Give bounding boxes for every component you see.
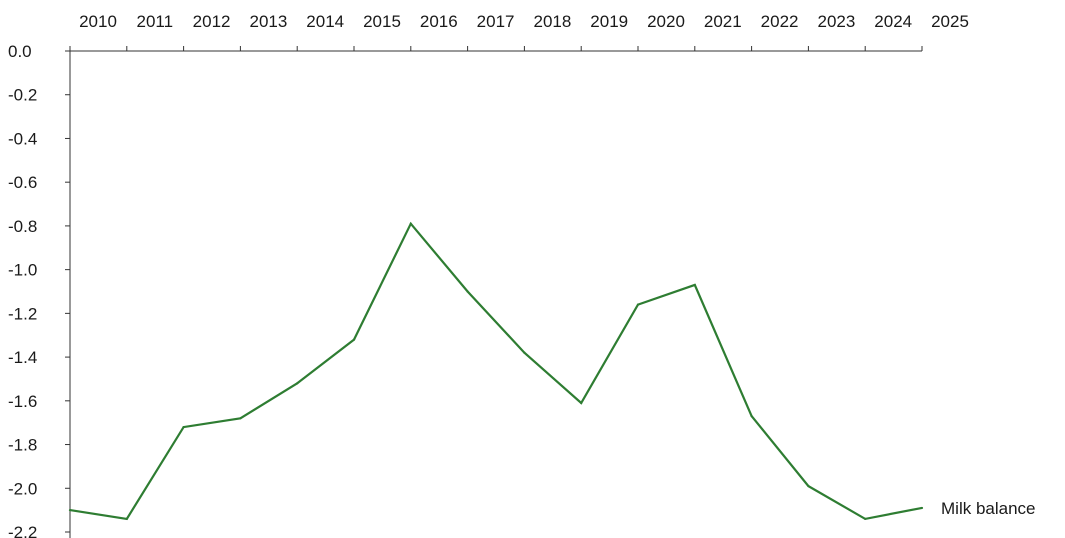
data-point [920,506,924,510]
y-tick-label: -1.6 [8,392,37,411]
series-group: Milk balance [68,221,1036,521]
y-tick-label: -0.6 [8,173,37,192]
x-tick-label: 2012 [193,12,231,31]
y-tick-label: 0.0 [8,42,32,61]
x-tick-label: 2016 [420,12,458,31]
x-tick-label: 2019 [590,12,628,31]
data-point [750,415,753,418]
x-axis-ticks: 2010 2011 2012 2013 2014 2015 2016 2017 2018 2019… [69,12,969,51]
y-tick-label: -0.8 [8,217,37,236]
y-tick-label: -0.4 [8,129,37,148]
x-tick-label: 2021 [704,12,742,31]
data-point [182,425,185,429]
y-axis-ticks: 0.0 -0.2 -0.4 -0.6 -0.8 -1.0 -1.2 -1.4 -1.6 -1.8 -… [8,42,70,538]
data-point [864,517,867,520]
x-tick-label: 2014 [306,12,344,31]
y-tick-label: -2.0 [8,479,37,498]
data-point [807,484,810,488]
data-point [466,290,469,293]
y-tick-label: -0.2 [8,86,37,105]
y-tick-label: -1.8 [8,436,37,455]
x-tick-label: 2024 [874,12,912,31]
y-tick-label: -1.2 [8,304,37,323]
x-tick-label: 2011 [137,12,174,31]
data-point [296,382,299,385]
data-point [580,401,583,405]
x-tick-label: 2015 [363,12,401,31]
y-tick-label: -1.0 [8,261,37,280]
data-point [68,509,72,512]
data-point [352,338,356,341]
x-tick-label: 2025 [931,12,969,31]
x-tick-label: 2018 [533,12,571,31]
x-tick-label: 2013 [249,12,287,31]
data-point [125,517,128,520]
data-point [409,222,412,225]
series-label: Milk balance [941,499,1036,518]
data-point [636,303,640,306]
x-tick-label: 2023 [817,12,855,31]
series-line [69,221,923,521]
data-point [523,351,526,354]
data-point [693,283,696,287]
y-tick-label: -2.2 [8,523,37,538]
y-tick-label: -1.4 [8,348,37,367]
x-tick-label: 2020 [647,12,685,31]
x-tick-label: 2017 [477,12,515,31]
x-tick-label: 2022 [761,12,799,31]
data-point [239,417,242,420]
x-tick-label: 2010 [79,12,117,31]
